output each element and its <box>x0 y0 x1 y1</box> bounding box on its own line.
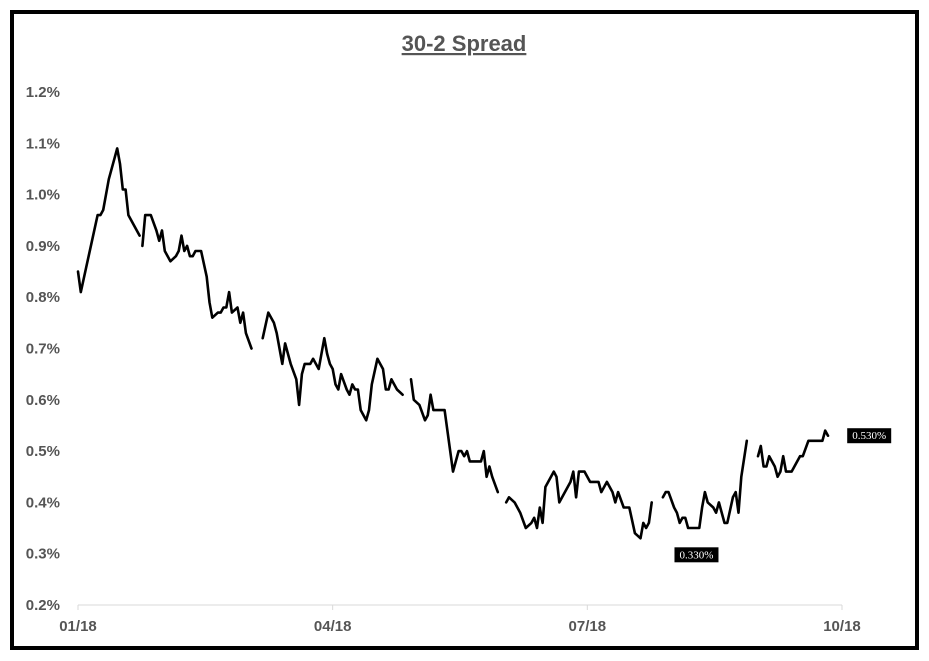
line-chart: 30-2 Spread 0.2% 0.3% 0.4% 0.5% 0.6% 0.7% 0.8%… <box>26 31 892 635</box>
data-label: 0.330% <box>674 547 719 563</box>
y-tick-label: 0.3% <box>26 546 60 563</box>
series-line-segment <box>261 311 404 422</box>
x-tick-label: 07/18 <box>569 618 607 635</box>
series-line-segment <box>141 213 253 350</box>
series-spread <box>76 147 830 540</box>
y-tick-label: 0.8% <box>26 289 60 306</box>
series-line-segment <box>409 377 500 494</box>
data-label-text: 0.330% <box>680 549 714 561</box>
y-tick-label: 1.2% <box>26 84 60 101</box>
y-tick-label: 1.1% <box>26 135 60 152</box>
chart-frame: 30-2 Spread 0.2% 0.3% 0.4% 0.5% 0.6% 0.7% 0.8%… <box>10 10 919 650</box>
x-axis: 01/18 04/18 07/18 10/18 <box>59 605 861 635</box>
y-axis: 0.2% 0.3% 0.4% 0.5% 0.6% 0.7% 0.8% 0.9% 1.0% 1.1%… <box>26 84 60 614</box>
series-line-segment <box>76 147 141 294</box>
series-line-segment <box>504 470 654 540</box>
chart-title: 30-2 Spread <box>402 31 527 56</box>
y-tick-label: 0.4% <box>26 494 60 511</box>
data-label: 0.530% <box>847 428 892 444</box>
data-labels: 0.330% 0.530% <box>674 428 892 563</box>
y-tick-label: 0.2% <box>26 597 60 614</box>
data-label-box <box>674 547 719 563</box>
y-tick-label: 0.9% <box>26 238 60 255</box>
data-label-text: 0.530% <box>852 430 886 442</box>
y-tick-label: 0.7% <box>26 341 60 358</box>
y-tick-label: 0.5% <box>26 443 60 460</box>
series-line-segment <box>661 439 749 530</box>
y-tick-label: 0.6% <box>26 392 60 409</box>
x-tick-label: 04/18 <box>314 618 352 635</box>
x-tick-label: 01/18 <box>59 618 97 635</box>
data-label-box <box>847 428 892 444</box>
series-line-segment <box>756 429 830 479</box>
x-tick-label: 10/18 <box>823 618 861 635</box>
y-tick-label: 1.0% <box>26 187 60 204</box>
